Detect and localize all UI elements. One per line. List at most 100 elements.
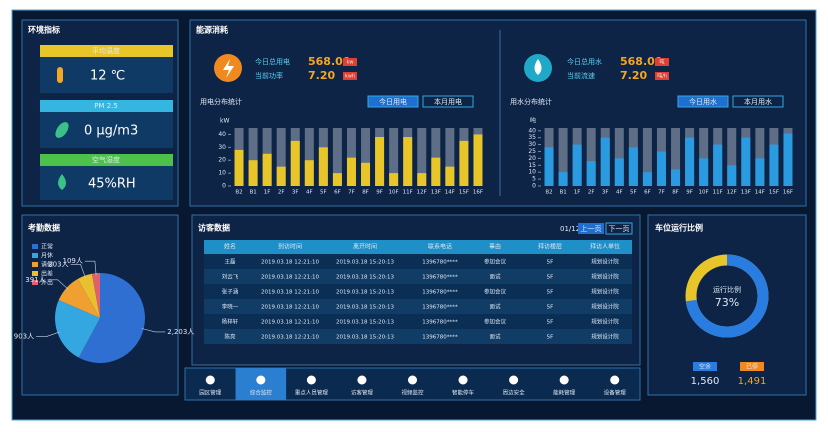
unit: 吨/h (657, 73, 667, 80)
x-tick-label: 15F (459, 190, 469, 196)
y-tick-label: 0 (532, 183, 536, 190)
nav-label[interactable]: 重点人员管理 (295, 389, 329, 397)
meter-label: 当前功率 (255, 71, 283, 80)
badge (740, 362, 764, 371)
parking-panel (647, 214, 807, 396)
nav-icon[interactable] (458, 375, 468, 385)
tab-label[interactable]: 今日用电 (379, 97, 407, 106)
td: 参加会议 (484, 258, 507, 266)
nav-icon[interactable] (256, 375, 266, 385)
td: 规划设计院 (591, 303, 619, 311)
bar-track (727, 128, 737, 186)
td: 2019.03.18 12:21:10 (261, 320, 319, 326)
bar (656, 151, 666, 186)
nav-label[interactable]: 综合监控 (250, 389, 273, 397)
bar (600, 137, 610, 186)
y-tick-label: 0 (222, 183, 226, 190)
bar-track (276, 128, 286, 186)
td: 5F (547, 275, 554, 281)
x-tick-label: 4F (306, 190, 313, 196)
y-tick-label: 30 (218, 144, 226, 151)
x-tick-label: 16F (783, 190, 793, 196)
tab[interactable] (732, 95, 784, 108)
nav-label[interactable]: 访客管理 (351, 389, 374, 397)
y-tick-label: 40 (528, 127, 536, 134)
x-tick-label: 8F (362, 190, 369, 196)
button-label[interactable]: 上一页 (581, 224, 602, 233)
y-tick-label: 5 (532, 176, 536, 183)
meter-value: 568.00 (620, 55, 663, 68)
x-tick-label: 16F (473, 190, 483, 196)
bar (671, 169, 681, 186)
th: 联系电话 (428, 243, 452, 251)
bar (783, 133, 793, 186)
y-tick-label: 10 (528, 169, 536, 176)
water-icon (534, 59, 542, 75)
bar (642, 172, 652, 186)
nav-icon[interactable] (559, 375, 569, 385)
env-label: 空气湿度 (92, 155, 120, 164)
nav-icon[interactable] (306, 375, 316, 385)
x-tick-label: 9F (376, 190, 383, 196)
bar (346, 157, 356, 186)
table-header (204, 240, 632, 254)
button-label[interactable]: 下一页 (609, 225, 630, 233)
bar-track (389, 128, 399, 186)
td: 2019.03.18 12:21:10 (261, 260, 319, 266)
meter-value: 7.20 (308, 69, 335, 82)
nav-label[interactable]: 设备管理 (604, 389, 627, 397)
slice-label: 109人 (63, 257, 83, 265)
leader (141, 328, 166, 333)
table-row (204, 299, 632, 314)
env-label: 平均温度 (92, 46, 120, 55)
td: 2019.03.18 15:20:13 (336, 275, 394, 281)
button[interactable] (605, 222, 633, 235)
nav-label[interactable]: 周边安全 (503, 389, 526, 397)
x-tick-label: 11F (403, 190, 413, 196)
bar (544, 147, 554, 186)
x-tick-label: 15F (769, 190, 779, 196)
x-tick-label: 2F (588, 190, 595, 196)
legend-swatch (32, 244, 38, 249)
bar (234, 149, 244, 186)
tab-label[interactable]: 今日用水 (689, 97, 717, 106)
tab[interactable] (677, 95, 729, 108)
nav-icon[interactable] (205, 375, 215, 385)
bar (304, 160, 314, 186)
pie-slice (55, 300, 100, 358)
nav-label[interactable]: 能耗管理 (553, 389, 576, 397)
nav-label[interactable]: 智能停车 (452, 389, 475, 397)
bar (628, 147, 638, 186)
nav-icon[interactable] (357, 375, 367, 385)
td: 2019.03.18 15:20:13 (336, 260, 394, 266)
td: 规划设计院 (591, 318, 619, 326)
nav-icon[interactable] (509, 375, 519, 385)
x-tick-label: B1 (559, 190, 566, 196)
legend-swatch (32, 253, 38, 258)
pie-slice (91, 273, 100, 318)
td: 2019.03.18 12:21:10 (261, 275, 319, 281)
donut-label: 运行比例 (713, 285, 741, 294)
x-tick-label: 9F (686, 190, 693, 196)
chart-title: 用电分布统计 (200, 97, 242, 106)
tab-label[interactable]: 本月用水 (744, 97, 772, 106)
nav-label[interactable]: 视频监控 (401, 389, 424, 397)
td: 1396780**** (422, 275, 458, 281)
nav-label[interactable]: 园区管理 (199, 389, 222, 397)
bar (389, 173, 399, 186)
td: 规划设计院 (591, 333, 619, 341)
td: 面试 (489, 303, 501, 311)
bar (262, 153, 272, 186)
tab[interactable] (422, 95, 474, 108)
td: 1396780**** (422, 305, 458, 311)
td: 陈亮 (224, 333, 236, 341)
bar (755, 158, 765, 186)
bar (614, 158, 624, 186)
tab-label[interactable]: 本月用电 (434, 97, 462, 106)
td: 1396780**** (422, 335, 458, 341)
nav-icon[interactable] (408, 375, 417, 385)
nav-icon[interactable] (610, 375, 620, 385)
tab[interactable] (367, 95, 419, 108)
stat-label: 空余 (699, 363, 711, 371)
button[interactable] (578, 223, 604, 234)
